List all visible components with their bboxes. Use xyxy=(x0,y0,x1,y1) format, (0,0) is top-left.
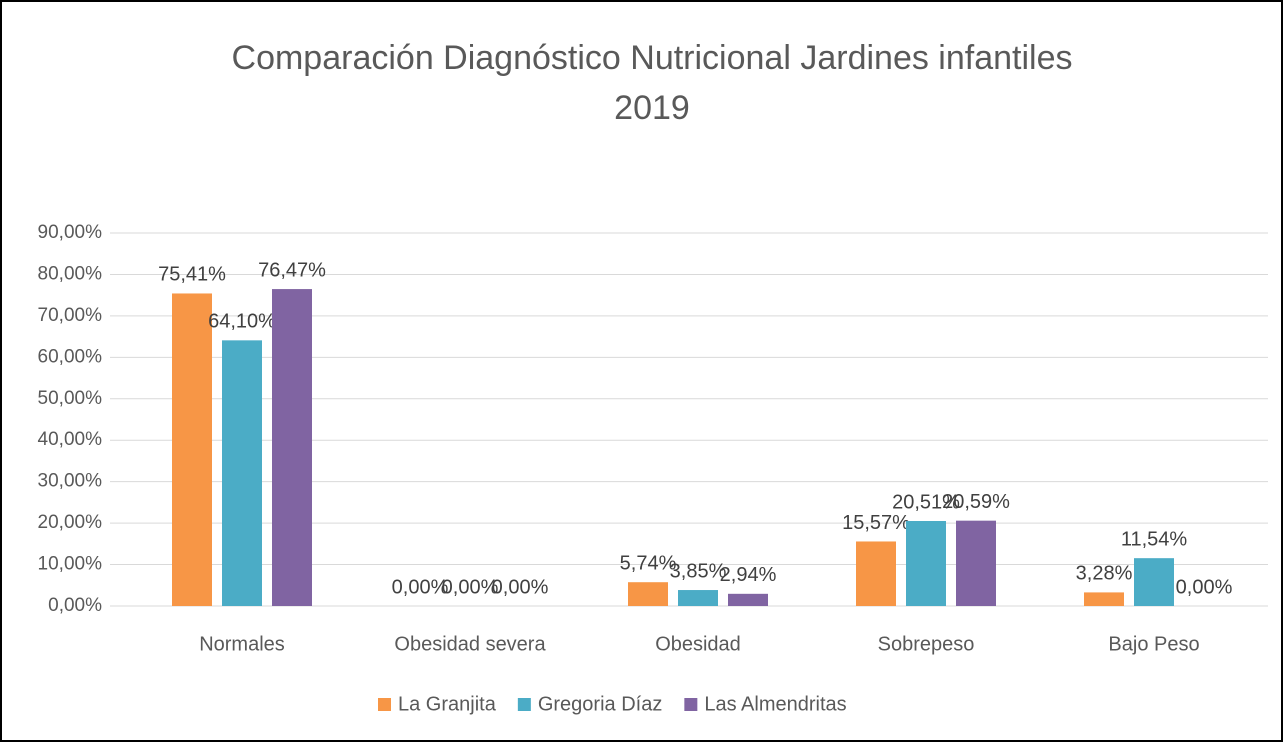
bar xyxy=(1084,592,1124,606)
x-tick-label: Obesidad severa xyxy=(394,633,546,655)
legend-label: La Granjita xyxy=(398,693,497,715)
value-label: 3,28% xyxy=(1076,563,1133,585)
y-tick-label: 80,00% xyxy=(38,263,103,284)
value-label: 64,10% xyxy=(208,311,276,333)
value-label: 75,41% xyxy=(158,264,226,286)
bar xyxy=(678,590,718,606)
value-label: 0,00% xyxy=(492,576,549,598)
value-label: 11,54% xyxy=(1121,528,1188,550)
chart-title: 2019 xyxy=(614,89,690,127)
bar xyxy=(956,520,996,606)
value-label: 0,00% xyxy=(392,576,449,598)
chart-title: Comparación Diagnóstico Nutricional Jard… xyxy=(232,39,1073,77)
bar xyxy=(628,582,668,606)
value-label: 15,57% xyxy=(842,512,910,534)
value-label: 2,94% xyxy=(720,564,777,586)
value-label: 5,74% xyxy=(620,552,677,574)
bar xyxy=(1134,558,1174,606)
legend-swatch xyxy=(684,698,698,711)
legend-swatch xyxy=(517,698,531,711)
y-tick-label: 50,00% xyxy=(38,388,103,409)
y-tick-label: 60,00% xyxy=(38,346,103,367)
y-tick-label: 10,00% xyxy=(38,554,103,575)
value-label: 3,85% xyxy=(670,560,727,582)
y-tick-label: 0,00% xyxy=(48,595,102,616)
value-label: 20,59% xyxy=(942,491,1010,513)
y-tick-label: 70,00% xyxy=(38,305,103,326)
bar xyxy=(906,520,946,606)
bar xyxy=(856,541,896,606)
y-tick-label: 90,00% xyxy=(38,222,103,243)
value-label: 0,00% xyxy=(442,576,499,598)
x-tick-label: Sobrepeso xyxy=(878,633,975,655)
bar xyxy=(172,293,212,606)
x-tick-label: Obesidad xyxy=(655,633,741,655)
bar xyxy=(728,593,768,606)
x-tick-label: Normales xyxy=(199,633,285,655)
bar xyxy=(272,289,312,606)
value-label: 76,47% xyxy=(258,259,326,281)
y-tick-label: 30,00% xyxy=(38,471,103,492)
legend-swatch xyxy=(378,698,391,711)
value-label: 0,00% xyxy=(1176,576,1233,598)
y-tick-label: 20,00% xyxy=(38,512,103,533)
y-tick-label: 40,00% xyxy=(38,429,103,450)
legend-label: Gregoria Díaz xyxy=(538,693,663,715)
x-tick-label: Bajo Peso xyxy=(1108,633,1199,655)
legend-label: Las Almendritas xyxy=(704,693,846,715)
value-label: 20,51% xyxy=(892,491,960,513)
bar xyxy=(222,340,262,606)
